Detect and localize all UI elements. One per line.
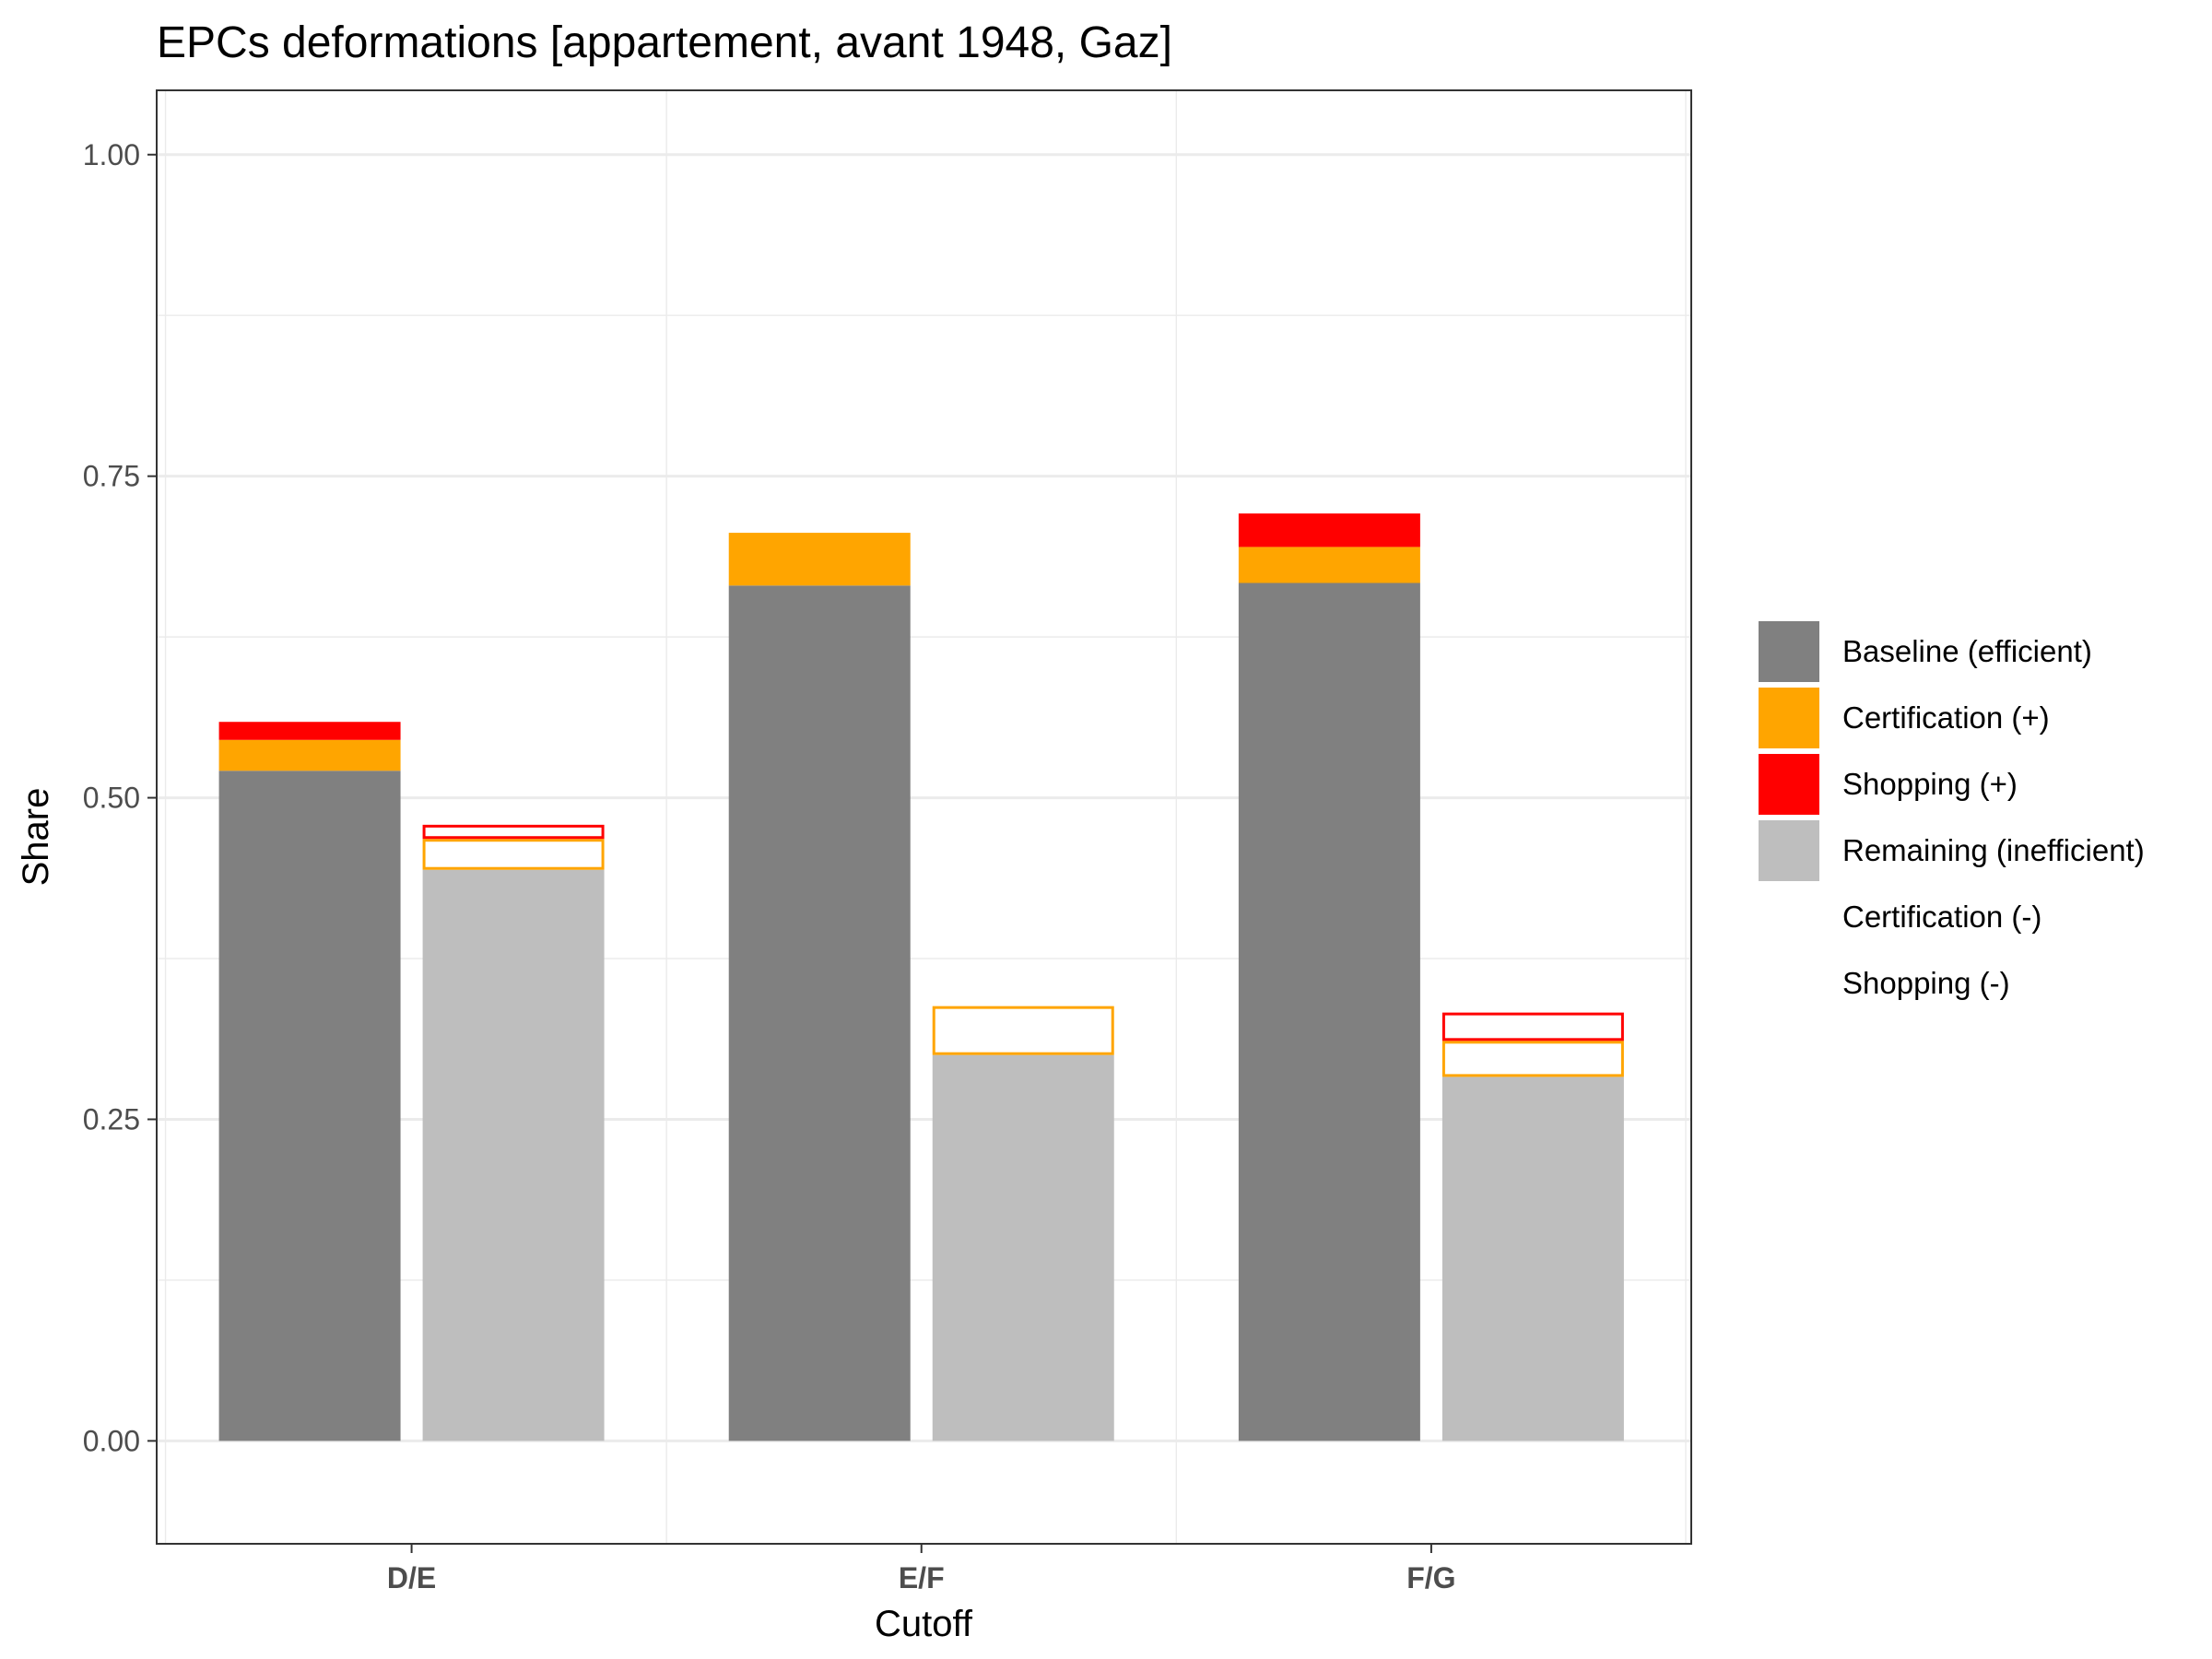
legend-key xyxy=(1759,754,1819,815)
bar-certification-plus-D/E xyxy=(218,739,401,771)
legend-label: Shopping (+) xyxy=(1842,767,2018,801)
y-tick-label: 1.00 xyxy=(83,138,140,171)
x-tick-label: E/F xyxy=(899,1561,945,1594)
legend: Baseline (efficient) Certification (+) Sho… xyxy=(1759,621,2145,1014)
x-tick-label: F/G xyxy=(1406,1561,1455,1594)
chart-title: EPCs deformations [appartement, avant 19… xyxy=(157,18,1172,67)
legend-label: Certification (+) xyxy=(1842,700,2050,735)
legend-label: Certification (-) xyxy=(1842,900,2041,934)
x-axis-title: Cutoff xyxy=(875,1604,973,1644)
x-tick-label: D/E xyxy=(387,1561,436,1594)
y-axis-title: Share xyxy=(16,788,56,887)
plot-grid xyxy=(157,90,1691,1544)
bars xyxy=(218,513,1624,1441)
legend-key xyxy=(1759,820,1819,881)
bar-baseline-D/E xyxy=(218,771,401,1441)
legend-key xyxy=(1759,953,1819,1014)
bar-certification-plus-F/G xyxy=(1238,547,1420,583)
legend-key xyxy=(1759,621,1819,682)
y-axis: 0.00 0.25 0.50 0.75 1.00 xyxy=(83,138,157,1457)
y-tick-label: 0.25 xyxy=(83,1102,140,1135)
bar-shopping-minus-D/E xyxy=(422,824,605,840)
legend-key xyxy=(1759,688,1819,748)
legend-label: Shopping (-) xyxy=(1842,966,2010,1000)
bar-remaining-F/G xyxy=(1441,1077,1624,1441)
y-tick-label: 0.50 xyxy=(83,782,140,815)
bar-shopping-plus-D/E xyxy=(218,722,401,740)
plot-background xyxy=(157,90,1691,1544)
bar-baseline-F/G xyxy=(1238,582,1420,1441)
bar-certification-minus-D/E xyxy=(422,839,605,870)
x-axis: D/E E/F F/G xyxy=(387,1544,1456,1594)
legend-label: Remaining (inefficient) xyxy=(1842,833,2145,867)
bar-shopping-plus-F/G xyxy=(1238,513,1420,547)
bar-certification-plus-E/F xyxy=(728,533,911,586)
bar-certification-minus-F/G xyxy=(1441,1041,1624,1077)
bar-shopping-minus-F/G xyxy=(1441,1012,1624,1041)
plot-border xyxy=(156,89,1692,1545)
y-tick-label: 0.00 xyxy=(83,1424,140,1457)
bar-baseline-E/F xyxy=(728,585,911,1441)
legend-key xyxy=(1759,887,1819,947)
y-tick-label: 0.75 xyxy=(83,460,140,493)
legend-label: Baseline (efficient) xyxy=(1842,634,2092,668)
bar-certification-minus-E/F xyxy=(932,1006,1114,1055)
bar-remaining-E/F xyxy=(932,1054,1114,1441)
bar-remaining-D/E xyxy=(422,869,605,1441)
